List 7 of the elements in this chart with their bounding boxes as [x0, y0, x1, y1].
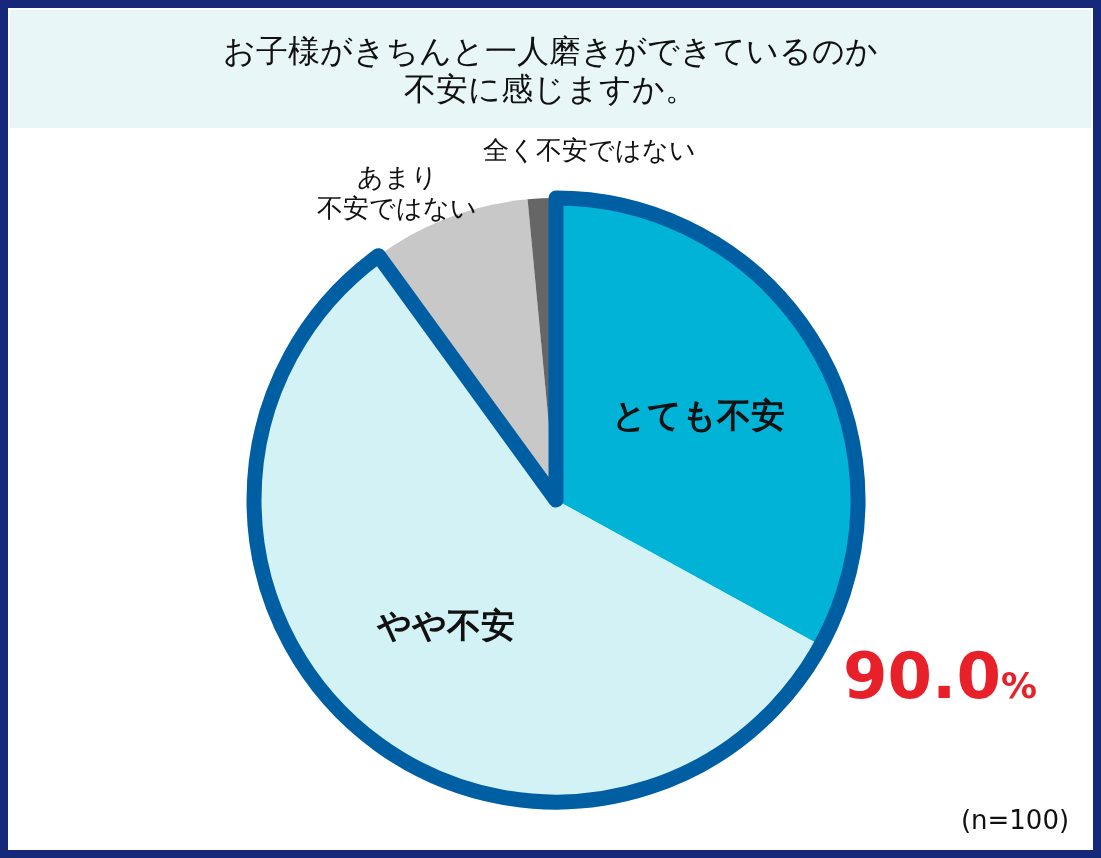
slice-label: とても不安	[612, 395, 786, 436]
text: 90.0%	[843, 639, 1037, 713]
slice-label: やや不安	[376, 604, 516, 645]
slice-label: 全く不安ではない	[483, 135, 696, 166]
chart-title: お子様がきちんと一人磨きができているのか不安に感じますか。	[222, 31, 878, 109]
slice-label: あまり不安ではない	[317, 161, 478, 223]
text: (n=100)	[960, 805, 1070, 835]
